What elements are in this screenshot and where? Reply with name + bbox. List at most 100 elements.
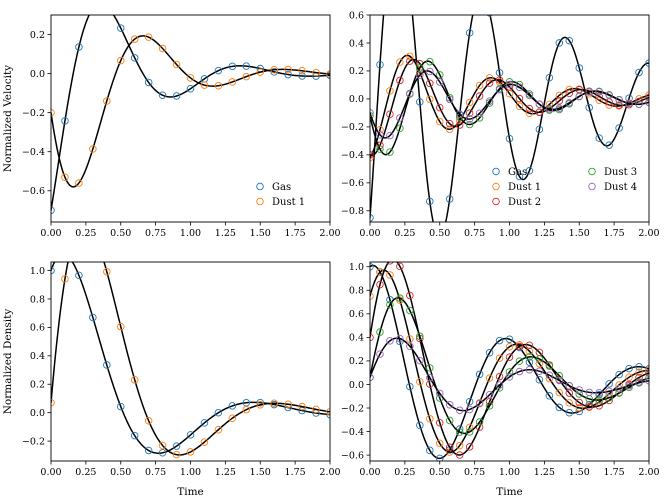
y-tick-label: −0.8 xyxy=(341,206,364,217)
marker-dust-4 xyxy=(605,387,613,396)
marker-dust-4 xyxy=(535,100,544,108)
marker-dust-1 xyxy=(485,74,494,82)
marker-dust-3 xyxy=(426,57,434,66)
marker-dust-4 xyxy=(475,109,484,117)
x-tick-label: 0.00 xyxy=(40,467,61,478)
marker-dust-4 xyxy=(505,80,514,89)
marker-gas xyxy=(256,398,265,407)
curve-gas xyxy=(51,15,330,211)
marker-dust-2 xyxy=(615,101,623,109)
marker-dust-4 xyxy=(406,89,414,98)
marker-gas xyxy=(545,392,554,400)
y-tick-label: 0.6 xyxy=(349,309,364,320)
marker-dust-4 xyxy=(555,104,564,112)
marker-gas xyxy=(158,91,167,99)
marker-dust-2 xyxy=(436,418,444,427)
marker-dust-2 xyxy=(635,373,643,382)
marker-gas xyxy=(130,431,139,440)
marker-dust-1 xyxy=(312,68,320,77)
marker-dust-1 xyxy=(186,74,195,82)
marker-dust-4 xyxy=(515,83,524,92)
marker-dust-3 xyxy=(475,114,484,122)
marker-gas xyxy=(172,92,181,100)
marker-gas xyxy=(89,313,97,322)
marker-dust-1 xyxy=(555,388,564,397)
panel-density-left: 0.00 0.25 0.50 0.75 1.00 1.25 1.50 1.75 2.00 −0.2… xyxy=(2,261,341,498)
marker-dust-2 xyxy=(465,109,474,117)
plot-area xyxy=(370,15,649,222)
x-tick-label: 2.00 xyxy=(638,228,659,239)
marker-dust-3 xyxy=(376,145,384,153)
marker-dust-4 xyxy=(465,405,474,414)
marker-dust-3 xyxy=(396,294,404,302)
legend-label: Dust 2 xyxy=(508,197,541,208)
marker-gas xyxy=(515,172,524,181)
x-tick-label: 0.50 xyxy=(110,228,131,239)
marker-dust-4 xyxy=(585,88,593,96)
marker-dust-1 xyxy=(214,81,223,90)
panel-velocity-left: 0.00 0.25 0.50 0.75 1.00 1.25 1.50 1.75 2.00 −0.6… xyxy=(2,14,341,239)
marker-dust-1 xyxy=(130,35,139,43)
marker-gas xyxy=(186,84,195,93)
y-tick-label: −0.6 xyxy=(341,450,364,461)
marker-gas xyxy=(436,454,444,461)
marker-gas xyxy=(445,195,454,203)
marker-dust-2 xyxy=(535,108,544,117)
marker-dust-1 xyxy=(515,102,524,111)
marker-dust-1 xyxy=(386,87,394,95)
marker-dust-4 xyxy=(565,98,574,107)
marker-dust-4 xyxy=(585,388,593,397)
x-tick-label: 0.25 xyxy=(75,467,96,478)
marker-gas xyxy=(416,98,424,106)
marker-dust-1 xyxy=(545,100,554,109)
marker-dust-1 xyxy=(270,66,278,74)
y-tick-label: 0.4 xyxy=(349,38,364,49)
x-tick-label: 1.25 xyxy=(215,467,236,478)
x-tick-label: 1.75 xyxy=(604,467,625,478)
marker-gas xyxy=(406,382,414,391)
marker-gas xyxy=(535,125,544,134)
marker-gas xyxy=(228,402,237,410)
marker-dust-1 xyxy=(270,399,278,408)
marker-dust-2 xyxy=(645,93,649,102)
marker-gas xyxy=(635,68,643,77)
y-tick-label: 1.0 xyxy=(30,266,45,277)
marker-dust-3 xyxy=(386,300,394,309)
curve-dust-2 xyxy=(370,58,649,157)
marker-gas xyxy=(565,36,574,45)
marker-dust-4 xyxy=(605,91,613,99)
marker-gas xyxy=(284,70,292,79)
marker-dust-4 xyxy=(445,95,454,104)
marker-gas xyxy=(505,134,514,143)
marker-dust-2 xyxy=(475,92,484,100)
y-tick-label: −0.2 xyxy=(22,436,45,447)
marker-gas xyxy=(376,60,384,69)
marker-gas xyxy=(75,271,83,280)
marker-dust-3 xyxy=(426,364,434,372)
marker-gas xyxy=(144,78,153,87)
marker-dust-2 xyxy=(575,398,584,407)
marker-gas xyxy=(326,410,330,419)
marker-dust-2 xyxy=(376,280,384,289)
marker-dust-1 xyxy=(525,347,534,356)
x-tick-label: 0.75 xyxy=(145,467,166,478)
marker-gas xyxy=(525,166,534,175)
marker-dust-2 xyxy=(505,83,514,91)
marker-dust-2 xyxy=(495,76,504,84)
y-tick-label: −0.2 xyxy=(341,122,364,133)
marker-dust-1 xyxy=(103,97,111,105)
marker-dust-1 xyxy=(298,67,306,75)
y-tick-label: −0.4 xyxy=(341,150,364,161)
marker-dust-1 xyxy=(475,81,484,90)
marker-gas xyxy=(214,66,223,75)
x-tick-label: 1.75 xyxy=(285,228,306,239)
marker-dust-2 xyxy=(505,353,514,361)
marker-dust-2 xyxy=(525,341,534,350)
marker-dust-4 xyxy=(386,337,394,345)
x-tick-label: 1.25 xyxy=(534,467,555,478)
y-tick-label: 0.2 xyxy=(30,30,45,41)
marker-dust-2 xyxy=(426,79,434,88)
legend-marker xyxy=(588,167,596,176)
x-tick-label: 1.25 xyxy=(534,228,555,239)
